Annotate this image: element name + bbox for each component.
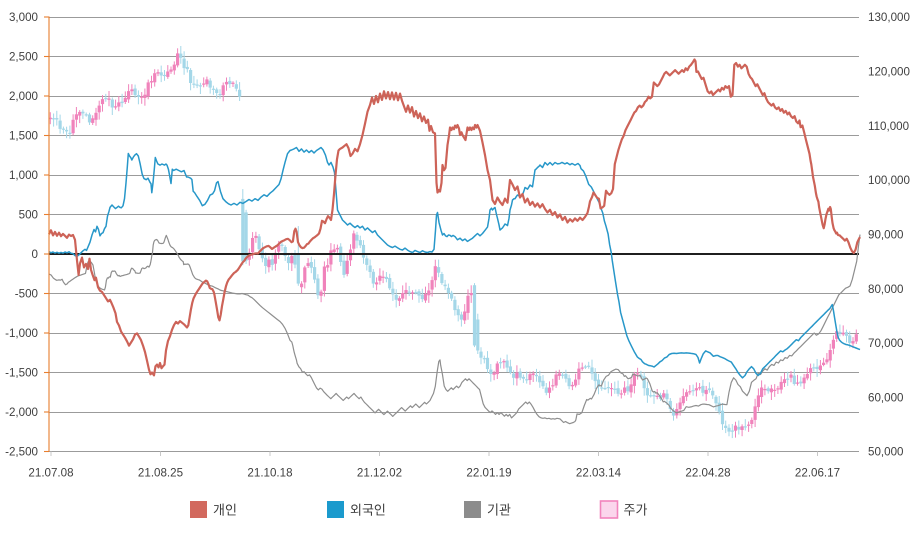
svg-text:130,000: 130,000 [868, 11, 910, 24]
svg-text:주가: 주가 [624, 503, 648, 518]
svg-text:50,000: 50,000 [868, 446, 903, 459]
svg-text:110,000: 110,000 [868, 120, 909, 133]
svg-text:21.10.18: 21.10.18 [247, 467, 292, 480]
svg-text:21.12.02: 21.12.02 [357, 467, 402, 480]
svg-text:70,000: 70,000 [868, 337, 903, 350]
svg-text:80,000: 80,000 [868, 283, 903, 296]
svg-text:기관: 기관 [487, 503, 511, 518]
svg-text:100,000: 100,000 [868, 174, 910, 187]
svg-text:60,000: 60,000 [868, 391, 903, 404]
svg-text:1,000: 1,000 [9, 169, 38, 182]
svg-text:90,000: 90,000 [868, 228, 903, 241]
svg-text:외국인: 외국인 [350, 503, 386, 518]
svg-text:2,500: 2,500 [9, 51, 38, 64]
svg-text:개인: 개인 [213, 503, 237, 518]
svg-text:22.01.19: 22.01.19 [466, 467, 511, 480]
svg-text:1,500: 1,500 [9, 130, 38, 143]
svg-text:22.03.14: 22.03.14 [576, 467, 622, 480]
svg-text:3,000: 3,000 [9, 11, 38, 24]
svg-text:-500: -500 [15, 288, 38, 301]
svg-text:-2,500: -2,500 [5, 446, 38, 459]
svg-text:22.04.28: 22.04.28 [685, 467, 730, 480]
svg-text:-1,000: -1,000 [5, 327, 38, 340]
svg-text:-2,000: -2,000 [5, 406, 38, 419]
svg-text:21.08.25: 21.08.25 [138, 467, 183, 480]
svg-text:500: 500 [19, 209, 38, 222]
svg-text:0: 0 [32, 248, 38, 261]
svg-text:-1,500: -1,500 [5, 367, 38, 380]
svg-text:120,000: 120,000 [868, 66, 910, 79]
svg-text:22.06.17: 22.06.17 [795, 467, 840, 480]
svg-text:2,000: 2,000 [9, 90, 38, 103]
svg-text:21.07.08: 21.07.08 [28, 467, 73, 480]
